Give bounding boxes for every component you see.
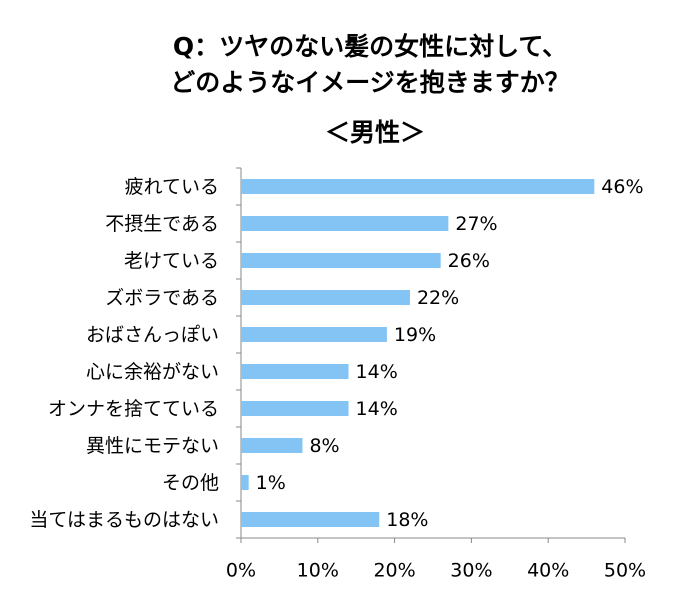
bar xyxy=(241,512,380,527)
y-tick-label: オンナを捨てている xyxy=(48,398,219,420)
y-tick-label: 不摂生である xyxy=(105,213,219,235)
value-label: 46% xyxy=(601,176,643,198)
value-label: 14% xyxy=(356,398,398,420)
bar xyxy=(241,401,349,416)
x-tick-label: 40% xyxy=(527,560,569,582)
y-tick-label: 当てはまるものはない xyxy=(29,509,219,531)
y-tick-label: その他 xyxy=(162,472,219,494)
bar xyxy=(241,253,441,268)
x-tick-label: 20% xyxy=(373,560,415,582)
value-label: 27% xyxy=(455,213,497,235)
bar xyxy=(241,179,595,194)
bar xyxy=(241,475,249,490)
value-label: 1% xyxy=(256,472,286,494)
x-tick-label: 50% xyxy=(604,560,646,582)
bar xyxy=(241,438,303,453)
x-tick-label: 30% xyxy=(450,560,492,582)
bar xyxy=(241,327,387,342)
x-tick-label: 10% xyxy=(297,560,339,582)
y-tick-label: 心に余裕がない xyxy=(86,361,219,383)
y-tick-label: ズボラである xyxy=(105,287,219,309)
y-tick-label: おばさんっぽい xyxy=(86,324,219,346)
value-label: 22% xyxy=(417,287,459,309)
y-tick-label: 疲れている xyxy=(125,176,219,198)
value-label: 26% xyxy=(448,250,490,272)
value-label: 18% xyxy=(386,509,428,531)
y-tick-label: 異性にモテない xyxy=(86,435,219,457)
y-tick-label: 老けている xyxy=(124,250,219,272)
x-tick-label: 0% xyxy=(226,560,256,582)
bar xyxy=(241,290,410,305)
bar xyxy=(241,216,449,231)
chart-title: Q：ツヤのない髪の女性に対して、 xyxy=(173,32,567,61)
value-label: 14% xyxy=(356,361,398,383)
bar xyxy=(241,364,349,379)
value-label: 8% xyxy=(309,435,339,457)
chart-title: どのようなイメージを抱きますか？ xyxy=(170,68,570,97)
value-label: 19% xyxy=(394,324,436,346)
chart-subtitle: ＜男性＞ xyxy=(325,118,425,147)
